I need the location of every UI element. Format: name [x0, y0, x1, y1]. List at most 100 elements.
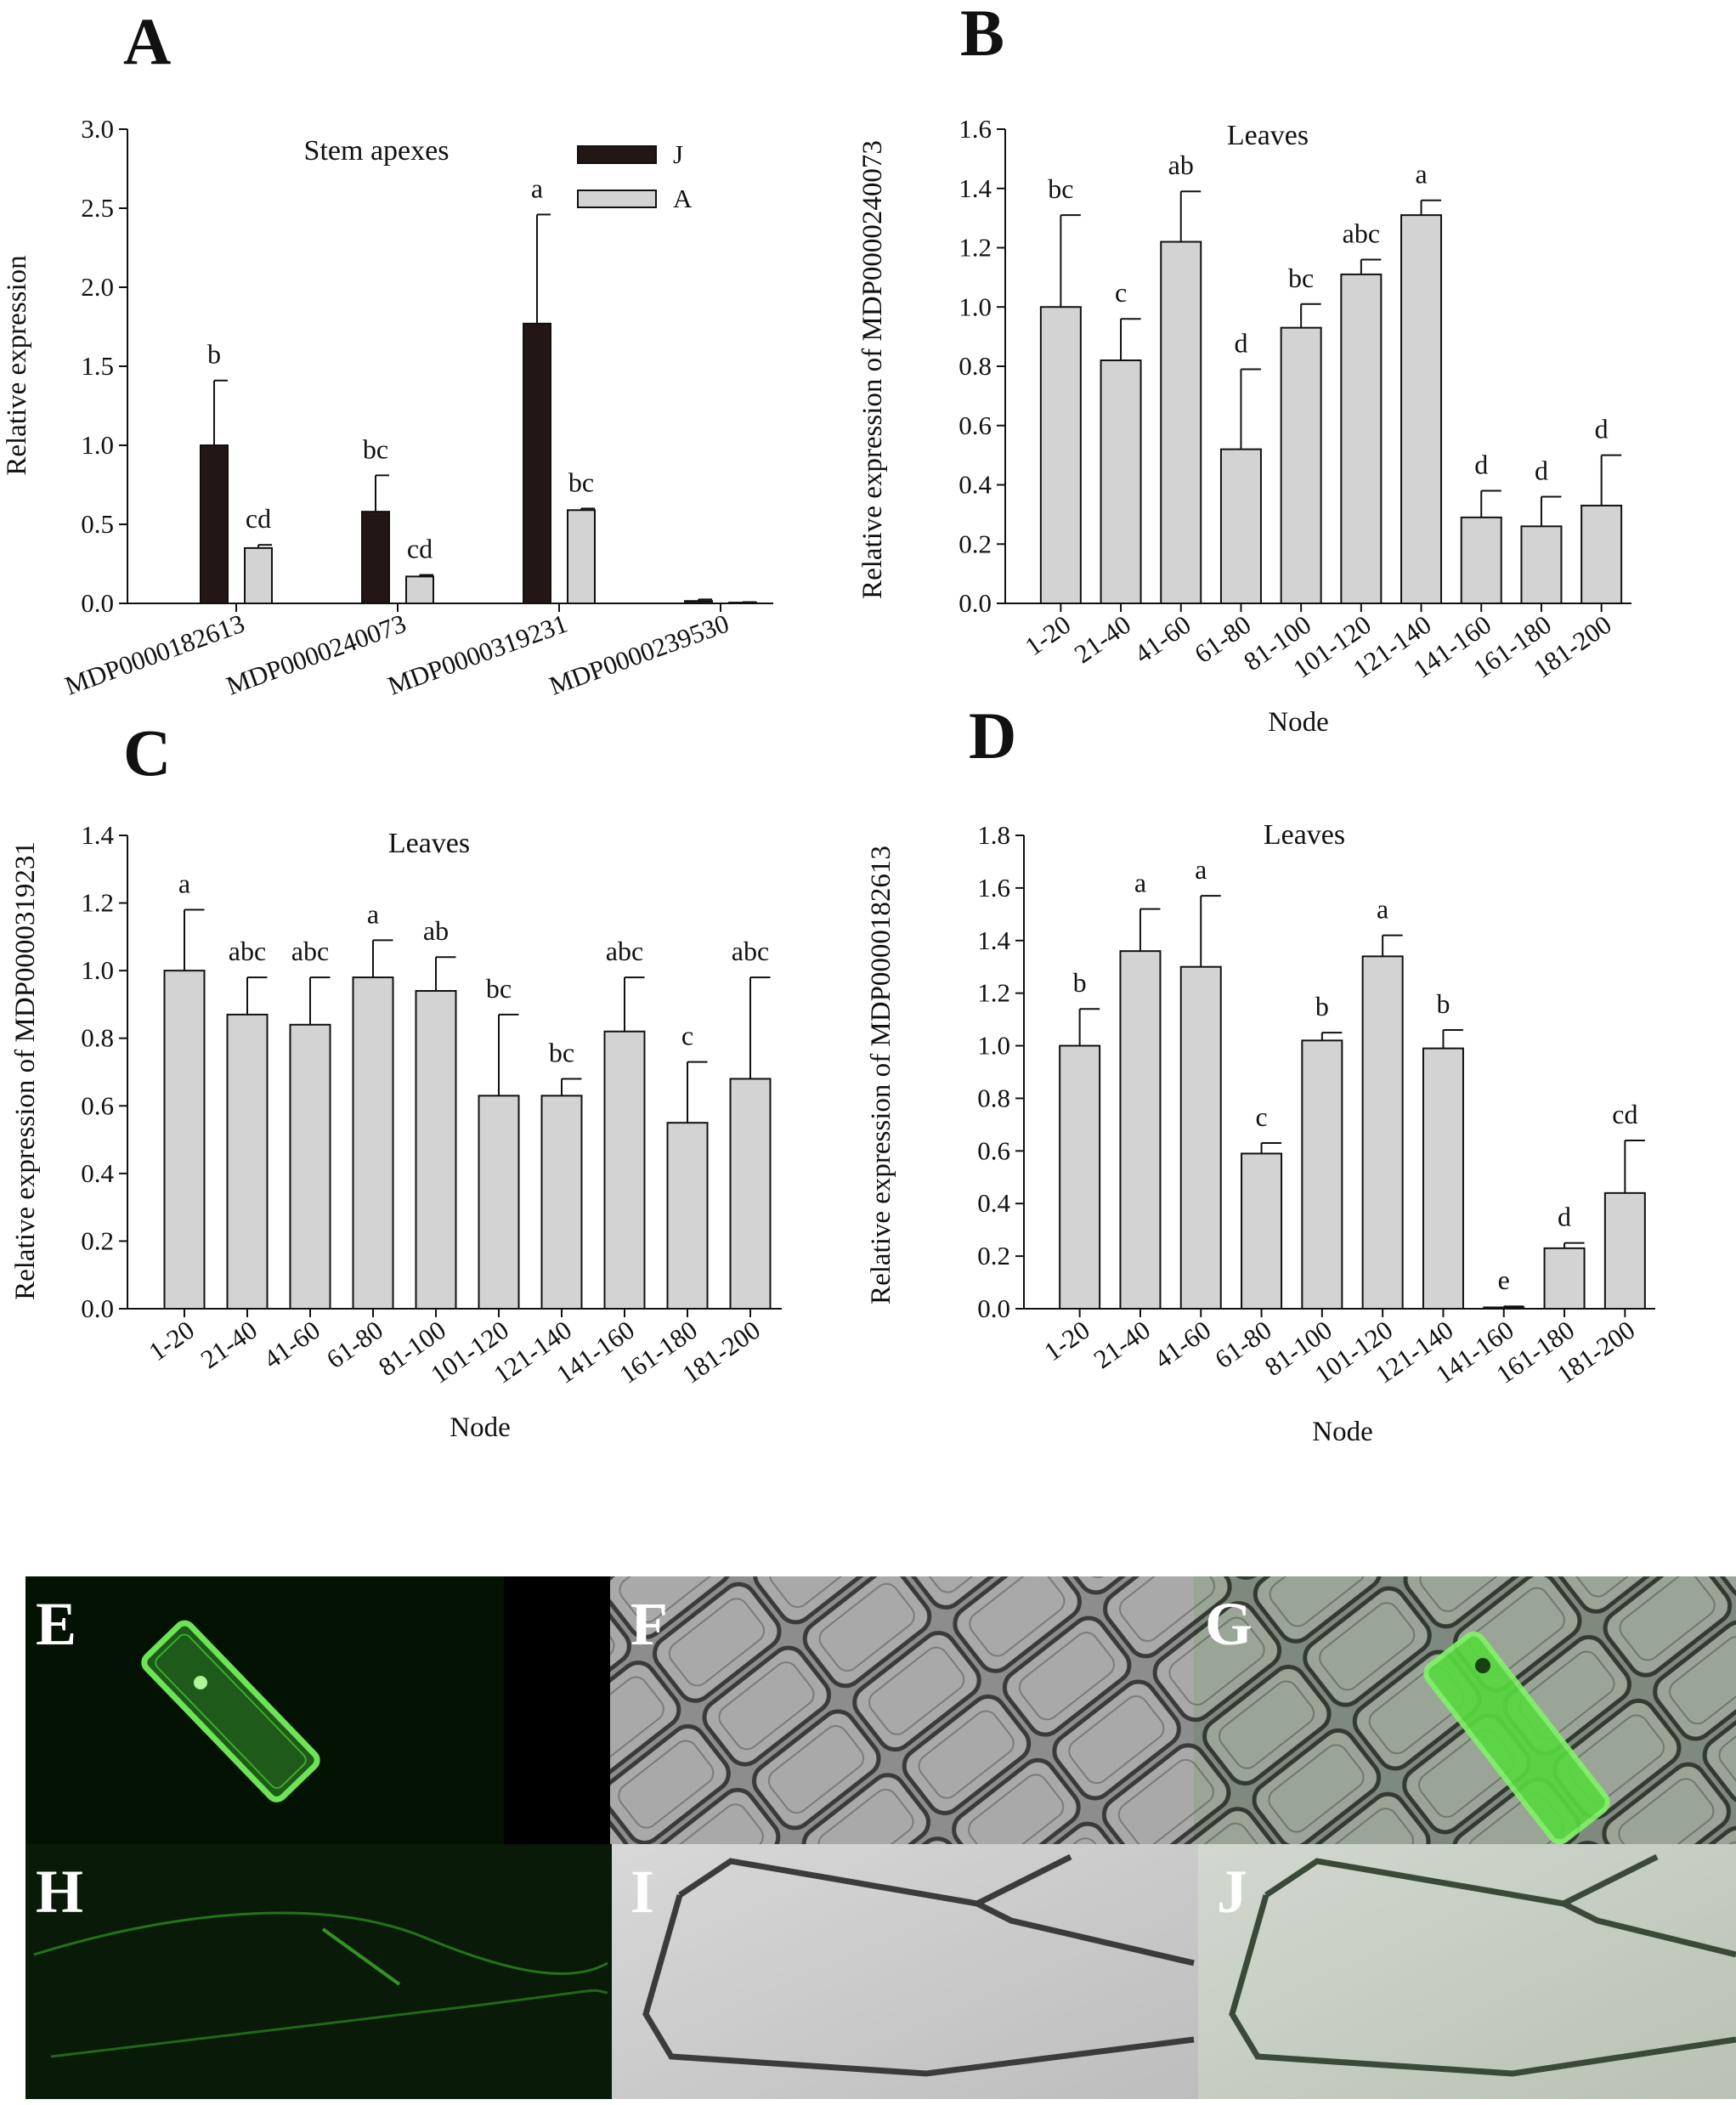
chart-b-significance-letter: d: [1234, 327, 1247, 358]
chart-b-category-label: 1-20: [1020, 609, 1077, 661]
micrograph-g-nucleus: [1475, 1658, 1490, 1673]
chart-c-y-tick-label: 1.2: [81, 888, 114, 918]
chart-b-bar: [1039, 306, 1082, 604]
chart-d-significance-letter: e: [1498, 1265, 1510, 1295]
chart-a-bar-j: [361, 511, 390, 604]
chart-c-bar: [163, 970, 206, 1310]
chart-a-bar-a: [567, 509, 596, 605]
chart-b: 0.0 0.2 0.4 0.6 0.8 1.0 1.2 1.4 1.6 Leaves Relativ…: [857, 114, 1631, 738]
chart-d-bar: [1422, 1047, 1464, 1310]
panel-letter-a: A: [123, 4, 171, 78]
chart-d-y-tick-label: 1.0: [977, 1031, 1010, 1061]
chart-a-significance-letter: bc: [568, 467, 594, 497]
chart-d-y-tick-label: 0.4: [977, 1188, 1010, 1218]
chart-c-bar: [478, 1095, 520, 1310]
chart-c-y-tick-label: 1.4: [81, 820, 114, 850]
chart-a-significance-letter: b: [207, 339, 221, 370]
chart-d-bar: [1603, 1191, 1646, 1310]
micrograph-label-j: J: [1217, 1858, 1247, 1926]
chart-a-legend-swatch-j: [577, 145, 657, 164]
chart-c-significance-letter: bc: [549, 1037, 574, 1067]
micrograph-label-f: F: [631, 1590, 668, 1658]
chart-d-y-tick-label: 1.4: [977, 925, 1010, 955]
chart-b-y-tick-label: 1.4: [958, 173, 992, 203]
chart-b-y-tick-label: 0.8: [958, 351, 992, 381]
chart-d-y-tick-label: 1.2: [977, 978, 1010, 1008]
chart-c-y-tick-label: 0.4: [81, 1158, 114, 1188]
chart-b-bar: [1580, 504, 1623, 604]
chart-d-significance-letter: a: [1134, 868, 1146, 898]
chart-d-bar: [1119, 950, 1162, 1310]
chart-a-significance-letter: cd: [407, 534, 433, 564]
chart-d-category-label: 21-40: [1089, 1315, 1156, 1374]
chart-b-y-tick-label: 1.0: [958, 291, 992, 321]
chart-c-significance-letter: abc: [229, 936, 266, 966]
chart-a-category-label: MDP0000239530: [546, 608, 733, 701]
micrographs: E F G H I: [25, 1576, 1736, 2099]
panel-letter-b: B: [960, 0, 1004, 70]
chart-c-significance-letter: a: [178, 869, 190, 899]
chart-d-x-axis-label: Node: [1312, 1417, 1372, 1447]
chart-c-bar: [415, 990, 457, 1310]
chart-d-significance-letter: b: [1315, 991, 1329, 1021]
chart-a-bar-j: [523, 322, 551, 604]
chart-b-significance-letter: c: [1115, 277, 1127, 308]
chart-a-bar-a: [244, 546, 273, 605]
chart-d-significance-letter: b: [1436, 988, 1450, 1019]
micrograph-i: I: [612, 1844, 1198, 2099]
micrograph-label-g: G: [1205, 1590, 1253, 1658]
chart-c-y-tick-label: 0.2: [81, 1225, 114, 1255]
chart-a-legend-label-a: A: [673, 184, 693, 213]
micrograph-h: H: [25, 1844, 612, 2099]
chart-c-bar: [289, 1023, 331, 1310]
chart-b-category-label: 21-40: [1069, 609, 1136, 669]
chart-c-significance-letter: a: [367, 898, 379, 929]
chart-a-y-tick-label: 1.5: [81, 351, 114, 381]
chart-d-category-label: 1-20: [1038, 1315, 1095, 1367]
chart-c-bar: [729, 1078, 772, 1310]
chart-c-significance-letter: bc: [486, 973, 512, 1004]
chart-a-y-tick-label: 3.0: [81, 114, 114, 144]
chart-b-category-label: 41-60: [1128, 609, 1196, 669]
micrograph-j: J: [1198, 1844, 1736, 2099]
micrograph-g: G: [1194, 1576, 1736, 1845]
chart-b-bar: [1340, 273, 1383, 604]
chart-c-y-tick-label: 0.6: [81, 1090, 114, 1120]
chart-b-bar: [1100, 359, 1142, 604]
chart-c-category-label: 41-60: [258, 1315, 325, 1374]
panel-letter-c: C: [123, 716, 171, 789]
micrograph-label-e: E: [36, 1590, 76, 1658]
chart-c-bar: [226, 1013, 269, 1310]
chart-b-significance-letter: ab: [1168, 150, 1194, 180]
micrograph-e-gfp-cell: [141, 1620, 320, 1802]
chart-b-y-tick-label: 1.6: [958, 114, 992, 144]
chart-d-category-label: 41-60: [1149, 1315, 1216, 1374]
chart-a-legend-swatch-a: [577, 190, 657, 208]
chart-a-y-tick-label: 0.5: [81, 509, 114, 539]
chart-a-y-tick-label: 2.0: [81, 272, 114, 302]
chart-a-significance-letter: cd: [246, 503, 271, 534]
chart-a-y-axis-label: Relative expression: [2, 255, 32, 475]
chart-d-y-axis-label: Relative expression of MDP0000182613: [866, 846, 896, 1304]
chart-b-y-tick-label: 0.6: [958, 410, 992, 440]
chart-c-category-label: 1-20: [143, 1315, 200, 1367]
chart-d-significance-letter: b: [1073, 967, 1087, 998]
chart-b-y-axis-label: Relative expression of MDP0000240073: [857, 140, 888, 599]
chart-d: 0.0 0.2 0.4 0.6 0.8 1.0 1.2 1.4 1.6 1.8 Leaves Rela…: [866, 819, 1655, 1447]
chart-a-y-tick-label: 0.0: [81, 588, 114, 618]
chart-c-bar: [666, 1122, 709, 1310]
chart-c: 0.0 0.2 0.4 0.6 0.8 1.0 1.2 1.4 Leaves Relative e…: [10, 820, 782, 1443]
chart-d-significance-letter: cd: [1612, 1099, 1637, 1129]
chart-d-bar: [1543, 1247, 1586, 1310]
chart-c-category-label: 21-40: [195, 1315, 263, 1374]
micrograph-g-gfp-cell: [1423, 1631, 1610, 1845]
chart-c-significance-letter: abc: [732, 936, 769, 966]
chart-d-y-tick-label: 0.0: [977, 1293, 1010, 1323]
chart-a-bar-j: [684, 600, 713, 605]
chart-b-y-tick-label: 0.4: [958, 470, 992, 500]
chart-d-significance-letter: d: [1558, 1202, 1571, 1232]
chart-b-significance-letter: a: [1415, 159, 1427, 190]
chart-c-bar: [603, 1030, 646, 1310]
chart-a-significance-letter: bc: [363, 433, 388, 464]
